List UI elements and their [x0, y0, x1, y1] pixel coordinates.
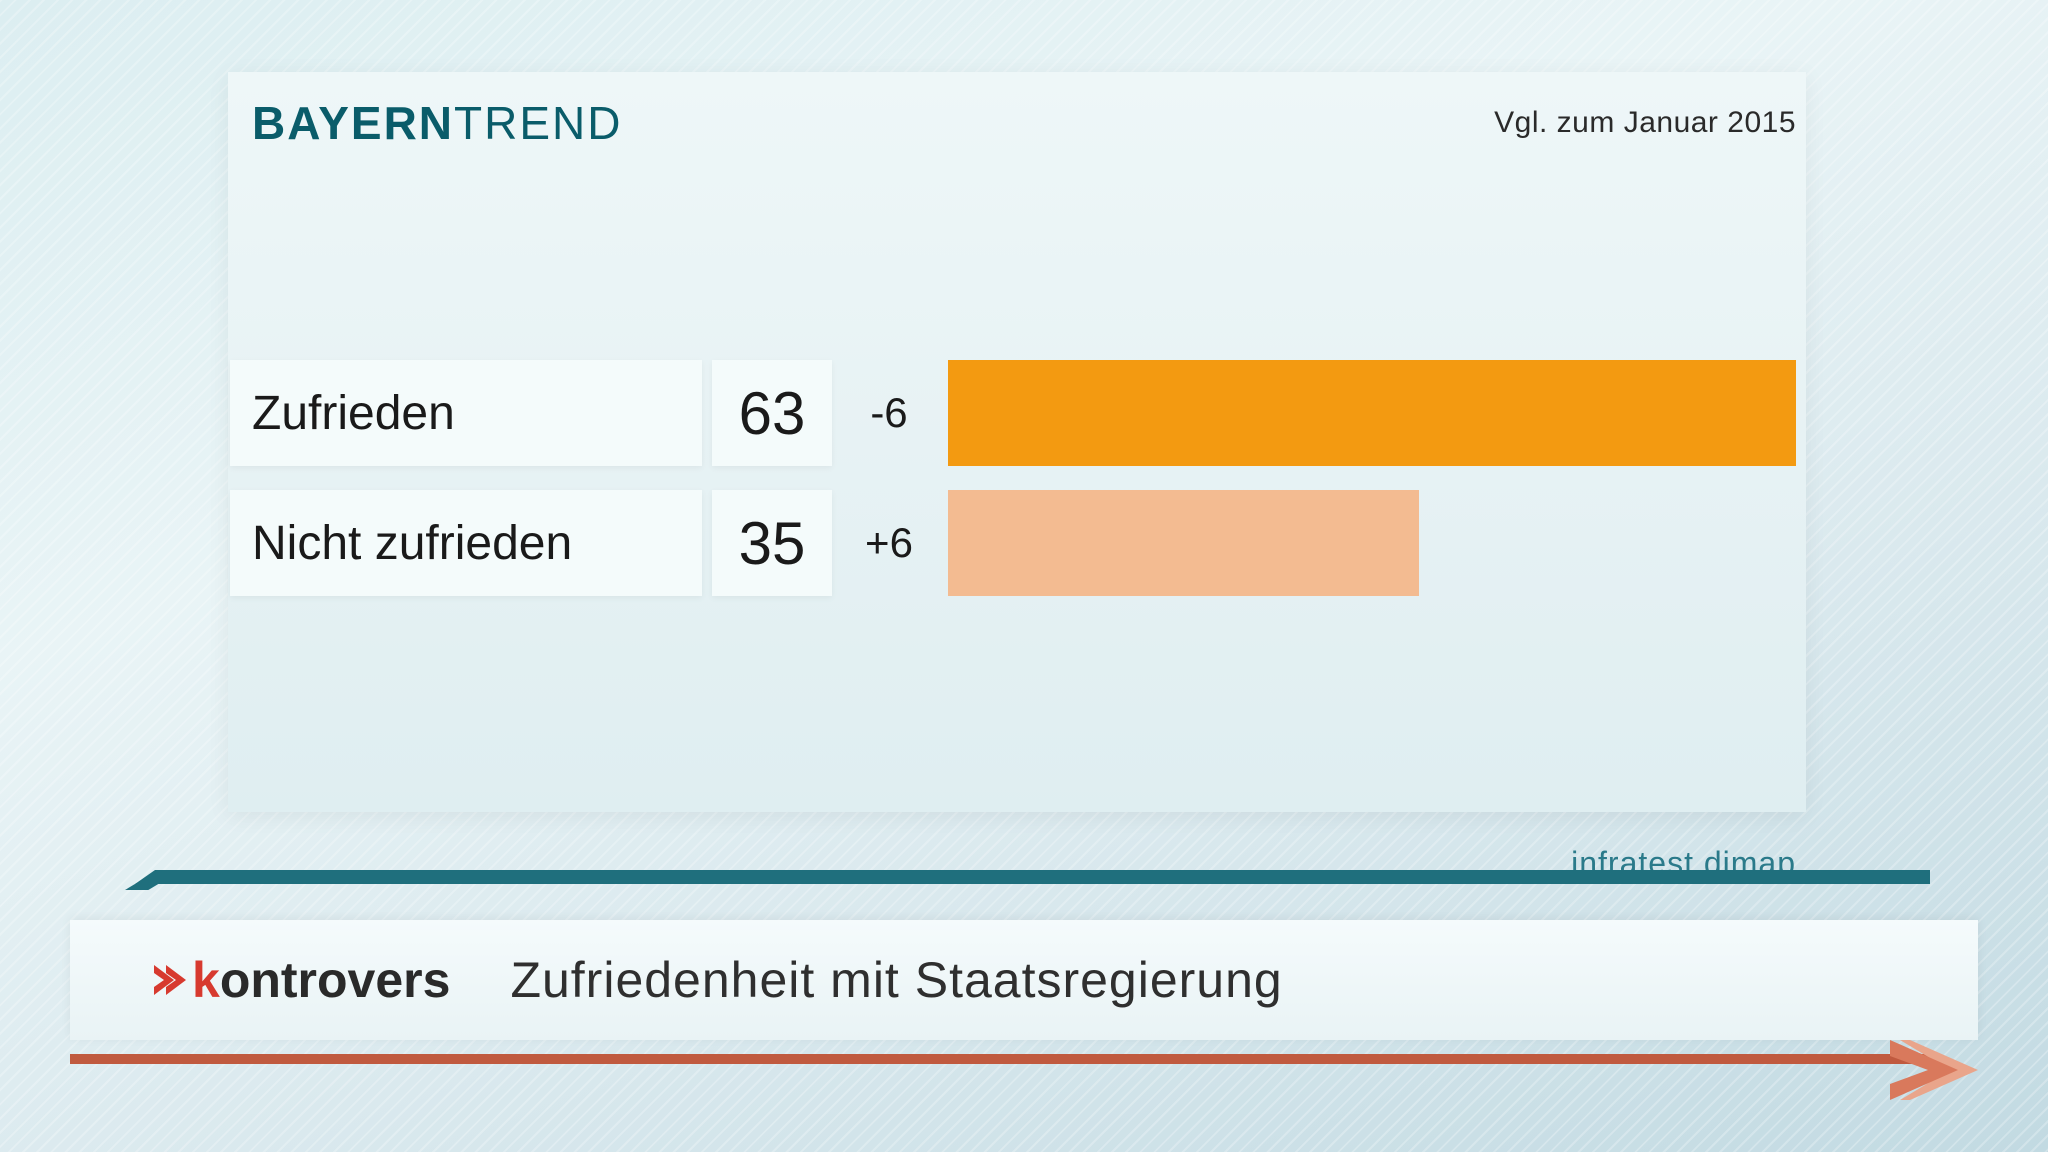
bar-track [948, 360, 1796, 466]
show-logo-rest: ontrovers [220, 951, 451, 1009]
bar-row: Zufrieden 63 -6 [230, 360, 1796, 466]
show-logo-k: k [192, 951, 220, 1009]
row-value: 63 [712, 360, 832, 466]
compare-label: Vgl. zum Januar 2015 [1494, 106, 1796, 140]
bar-fill [948, 360, 1796, 466]
row-label: Zufrieden [230, 360, 702, 466]
lower-third-bar: kontrovers Zufriedenheit mit Staatsregie… [70, 920, 1978, 1040]
arrow-right-icon [150, 961, 188, 999]
show-logo: kontrovers [150, 951, 450, 1009]
row-label: Nicht zufrieden [230, 490, 702, 596]
bar-row: Nicht zufrieden 35 +6 [230, 490, 1796, 596]
chevron-top-icon [120, 870, 1930, 890]
bar-track [948, 490, 1796, 596]
brand-title: BAYERNTREND [252, 96, 622, 150]
brand-title-thin: TREND [454, 97, 622, 149]
stage: BAYERNTREND Vgl. zum Januar 2015 Zufried… [0, 0, 2048, 1152]
lower-third-headline: Zufriedenheit mit Staatsregierung [510, 951, 1282, 1009]
under-arrow-icon [70, 1040, 1978, 1100]
brand-title-bold: BAYERN [252, 97, 454, 149]
bar-fill [948, 490, 1419, 596]
row-delta: -6 [842, 360, 936, 466]
row-delta: +6 [842, 490, 936, 596]
bar-rows: Zufrieden 63 -6 Nicht zufrieden 35 +6 [230, 360, 1796, 620]
row-value: 35 [712, 490, 832, 596]
